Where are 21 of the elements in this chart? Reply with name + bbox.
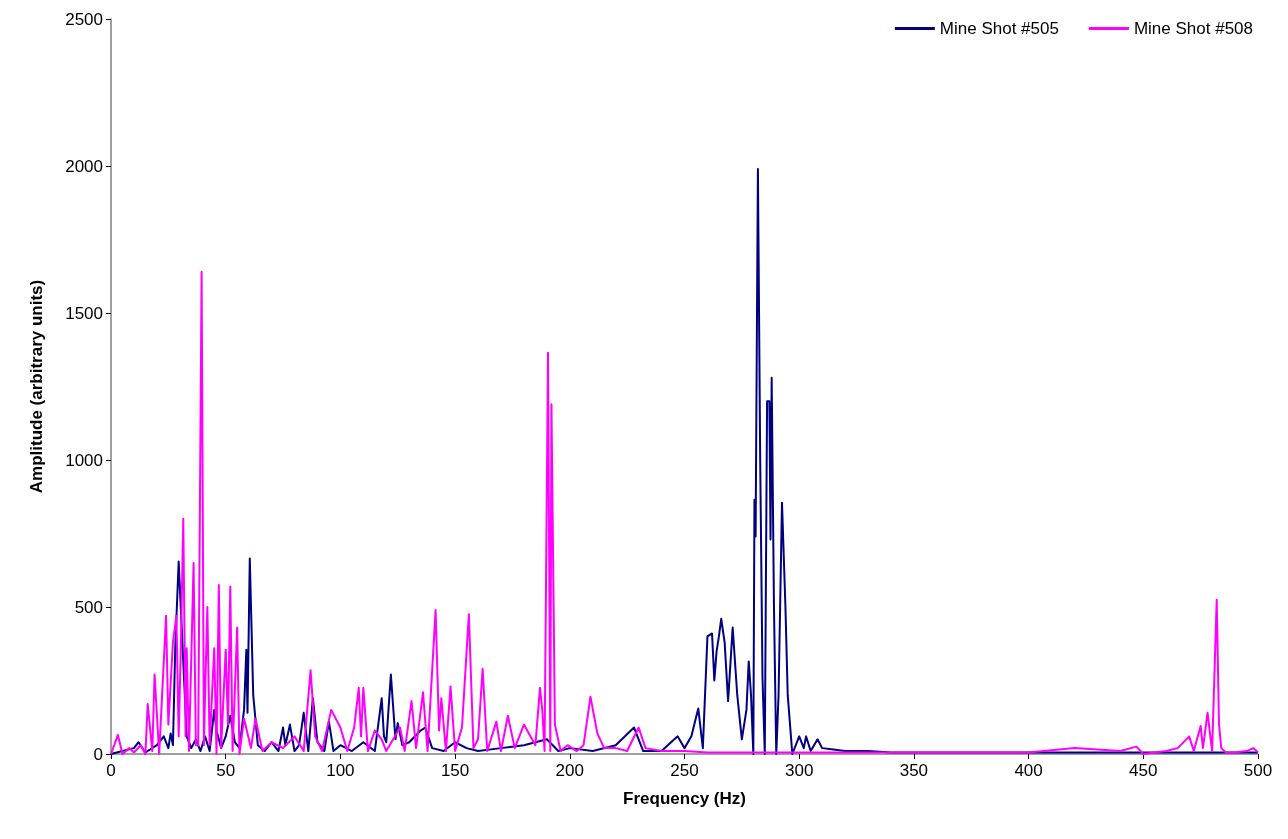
y-axis-title: Amplitude (arbitrary units) xyxy=(27,279,46,494)
x-tick-label: 450 xyxy=(1129,761,1158,780)
x-tick-label: 250 xyxy=(670,761,699,780)
y-tick-label: 2500 xyxy=(65,9,103,29)
y-tick-label: 500 xyxy=(74,597,103,617)
x-axis-title: Frequency (Hz) xyxy=(623,789,746,808)
y-tick-label: 0 xyxy=(93,744,103,764)
y-tick-label: 2000 xyxy=(65,156,103,176)
x-tick-label: 100 xyxy=(326,761,355,780)
x-tick-label: 400 xyxy=(1014,761,1043,780)
x-tick-label: 50 xyxy=(216,761,236,780)
x-tick-label: 300 xyxy=(785,761,814,780)
x-tick-label: 0 xyxy=(106,761,116,780)
x-tick-label: 150 xyxy=(440,761,470,780)
x-tick-label: 350 xyxy=(899,761,929,780)
x-tick-label: 200 xyxy=(555,761,584,780)
y-tick-label: 1500 xyxy=(65,303,103,323)
y-tick-label: 1000 xyxy=(65,450,103,470)
x-tick-label: 500 xyxy=(1243,761,1273,780)
legend-label: Mine Shot #505 xyxy=(939,19,1059,38)
legend-label: Mine Shot #508 xyxy=(1133,19,1254,38)
